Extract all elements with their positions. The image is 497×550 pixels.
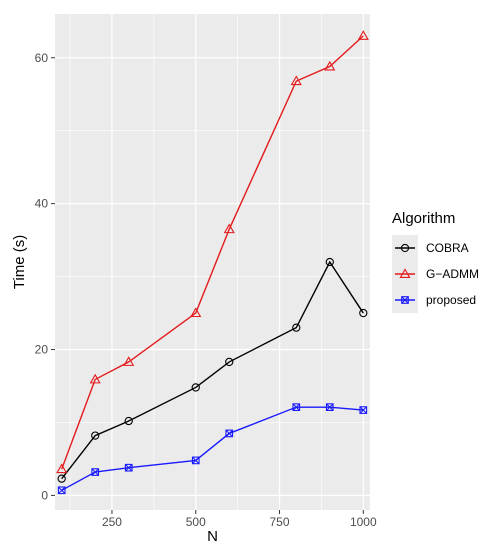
data-point [292, 403, 301, 412]
marker-square [91, 468, 100, 476]
data-point [190, 307, 202, 318]
data-point [56, 463, 68, 474]
marker-square [57, 486, 66, 495]
series-line [61, 35, 364, 470]
legend-key-marker [399, 268, 411, 279]
x-axis-ticks: 250 500 750 1000 [102, 510, 377, 529]
legend-label: G−ADMM [426, 267, 479, 281]
x-tick-label: 1000 [350, 515, 377, 529]
x-axis-title: N [207, 528, 218, 545]
marker-cross-b [91, 468, 99, 476]
data-point [359, 308, 368, 318]
minor-gridlines [55, 14, 370, 510]
legend-key-2 [392, 287, 418, 313]
data-point [91, 468, 100, 476]
data-point [290, 75, 302, 86]
legend: Algorithm COBRA G−ADMM proposed [392, 210, 479, 313]
data-point [357, 30, 369, 40]
x-tick-label: 250 [102, 515, 122, 529]
data-point [325, 257, 334, 267]
data-point [223, 223, 235, 234]
data-point [225, 429, 234, 438]
data-point [57, 486, 66, 495]
data-point [124, 463, 133, 472]
data-point [191, 383, 200, 392]
series-1 [56, 30, 369, 474]
marker-square [191, 456, 200, 465]
data-point [292, 323, 301, 332]
series-2 [57, 403, 368, 495]
y-tick-label: 20 [35, 343, 49, 357]
marker-cross-b [58, 486, 66, 494]
marker-square [359, 406, 368, 414]
series-line [61, 406, 364, 491]
legend-title: Algorithm [392, 210, 455, 227]
y-axis-ticks: 0 20 40 60 [35, 51, 55, 502]
marker-cross-b [292, 403, 300, 411]
data-point [123, 356, 135, 366]
marker-square [225, 429, 234, 438]
series-line [61, 260, 364, 480]
data-point [91, 431, 100, 440]
major-gridlines [55, 14, 370, 510]
x-tick-label: 750 [270, 515, 290, 529]
marker-cross-b [192, 456, 200, 465]
y-tick-label: 0 [41, 488, 48, 502]
data-point [359, 406, 368, 414]
marker-cross-b [225, 429, 233, 438]
data-point [225, 357, 234, 367]
legend-key-marker [401, 296, 409, 304]
data-point [324, 60, 336, 71]
series-0 [57, 257, 368, 483]
plot-panel [55, 14, 370, 510]
data-point [325, 403, 334, 412]
y-tick-label: 60 [35, 51, 49, 65]
marker-cross-b [125, 464, 133, 472]
legend-key-0 [392, 235, 418, 261]
x-tick-label: 500 [186, 515, 206, 529]
data-point [191, 456, 200, 465]
y-tick-label: 40 [35, 197, 49, 211]
legend-key-marker [400, 243, 410, 253]
data-point [124, 416, 133, 426]
marker-cross-b [326, 403, 334, 411]
marker-cross-b [401, 296, 409, 304]
marker-square [401, 296, 409, 304]
marker-square [325, 403, 334, 412]
marker-cross-b [359, 406, 367, 414]
marker-square [292, 403, 301, 412]
legend-label: COBRA [426, 241, 469, 255]
data-point [57, 474, 66, 483]
data-point [89, 373, 101, 384]
legend-key-1 [392, 261, 418, 287]
series-layer [56, 30, 369, 495]
legend-label: proposed [426, 293, 476, 307]
marker-square [124, 463, 133, 472]
y-axis-title: Time (s) [11, 235, 28, 289]
